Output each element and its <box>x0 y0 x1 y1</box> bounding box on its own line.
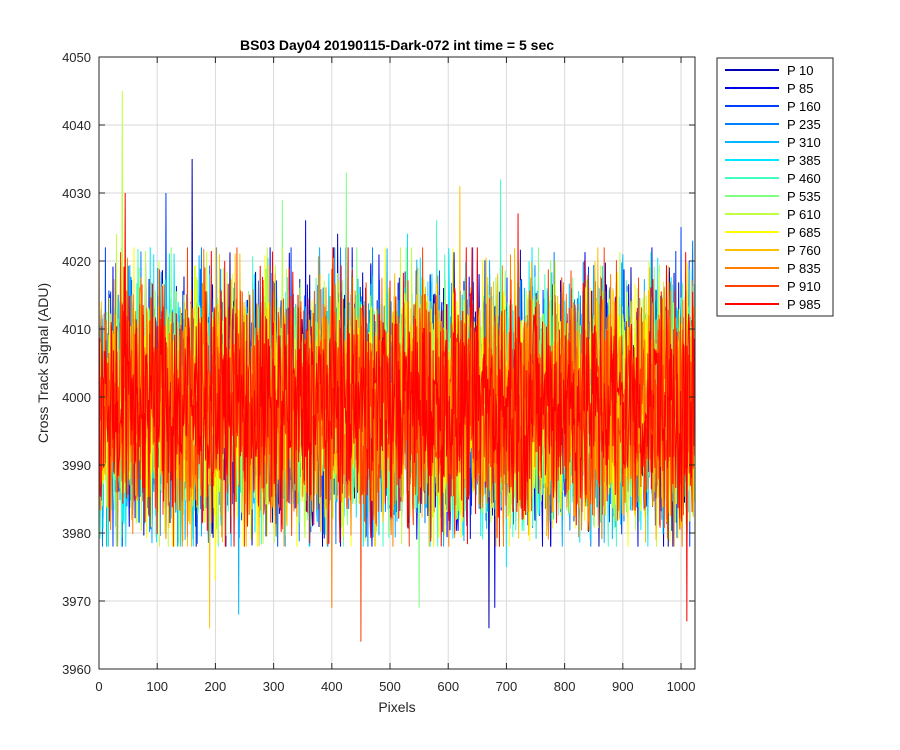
legend-label: P 685 <box>787 225 821 240</box>
legend: P 10 P 85 P 160 P 235 P 310 P 385 P 460 P 535 P … <box>716 57 834 317</box>
legend-label: P 610 <box>787 207 821 222</box>
x-tick-label: 1000 <box>667 679 696 694</box>
y-tick-label: 4050 <box>62 50 91 65</box>
legend-label: P 535 <box>787 189 821 204</box>
y-tick-label: 4040 <box>62 118 91 133</box>
x-tick-label: 200 <box>205 679 227 694</box>
legend-label: P 85 <box>787 81 814 96</box>
chart-title: BS03 Day04 20190115-Dark-072 int time = … <box>240 37 554 53</box>
series-line-p-985 <box>99 192 695 622</box>
plot-area-border <box>98 56 696 670</box>
legend-label: P 160 <box>787 99 821 114</box>
legend-label: P 385 <box>787 153 821 168</box>
legend-label: P 235 <box>787 117 821 132</box>
legend-label: P 760 <box>787 243 821 258</box>
x-tick-label: 700 <box>496 679 518 694</box>
series-layer <box>99 90 695 642</box>
y-tick-label: 4030 <box>62 186 91 201</box>
x-tick-label: 100 <box>146 679 168 694</box>
x-tick-label: 600 <box>437 679 459 694</box>
y-tick-label: 3990 <box>62 458 91 473</box>
x-tick-label: 800 <box>554 679 576 694</box>
x-tick-label: 0 <box>95 679 102 694</box>
x-tick-label: 500 <box>379 679 401 694</box>
legend-label: P 985 <box>787 297 821 312</box>
x-tick-label: 400 <box>321 679 343 694</box>
x-axis-label: Pixels <box>378 699 415 715</box>
legend-label: P 460 <box>787 171 821 186</box>
y-tick-label: 4000 <box>62 390 91 405</box>
y-tick-label: 3970 <box>62 594 91 609</box>
legend-label: P 910 <box>787 279 821 294</box>
x-tick-label: 900 <box>612 679 634 694</box>
y-tick-label: 3960 <box>62 662 91 677</box>
legend-label: P 835 <box>787 261 821 276</box>
x-tick-label: 300 <box>263 679 285 694</box>
tick-layer: 0 100 200 300 400 500 600 700 800 900 1000 3960 3970… <box>62 50 695 694</box>
legend-box <box>716 57 834 317</box>
legend-label: P 10 <box>787 63 814 78</box>
y-axis-label: Cross Track Signal (ADU) <box>35 283 51 443</box>
y-tick-label: 3980 <box>62 526 91 541</box>
y-tick-label: 4010 <box>62 322 91 337</box>
legend-label: P 310 <box>787 135 821 150</box>
y-tick-label: 4020 <box>62 254 91 269</box>
